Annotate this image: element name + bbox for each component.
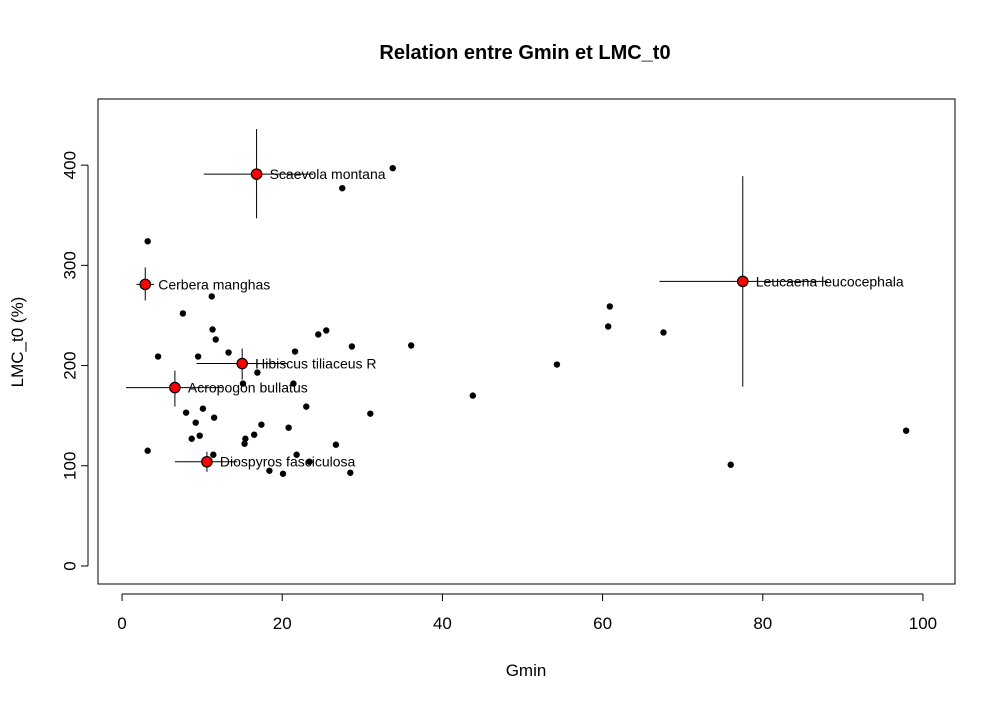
x-tick-label: 60 bbox=[593, 614, 612, 633]
data-point bbox=[266, 467, 273, 474]
data-point bbox=[258, 421, 265, 428]
chart-title: Relation entre Gmin et LMC_t0 bbox=[379, 42, 670, 64]
x-tick-label: 20 bbox=[273, 614, 292, 633]
data-point bbox=[291, 348, 299, 355]
x-tick-label: 80 bbox=[753, 614, 772, 633]
data-point bbox=[194, 353, 202, 360]
data-point bbox=[179, 310, 187, 317]
y-tick-label: 0 bbox=[61, 561, 80, 570]
data-point bbox=[604, 323, 612, 330]
data-point bbox=[199, 405, 207, 412]
data-points bbox=[144, 164, 910, 477]
data-point bbox=[192, 419, 199, 426]
data-point bbox=[144, 238, 151, 245]
highlighted-point-group: Scaevola montana bbox=[203, 129, 386, 219]
data-point bbox=[225, 349, 232, 356]
data-point bbox=[306, 458, 313, 465]
highlighted-point bbox=[236, 357, 248, 370]
x-tick-label: 100 bbox=[909, 614, 937, 633]
data-point bbox=[209, 326, 216, 333]
data-point bbox=[727, 461, 734, 468]
data-point bbox=[315, 331, 322, 338]
data-point bbox=[208, 293, 215, 300]
highlighted-point bbox=[139, 278, 152, 291]
y-axis: 0 100 200 300 400 bbox=[61, 151, 89, 571]
data-point bbox=[469, 392, 477, 399]
data-point bbox=[339, 184, 346, 192]
y-tick-label: 400 bbox=[61, 151, 80, 179]
data-point bbox=[553, 361, 561, 368]
data-point bbox=[182, 409, 190, 416]
data-point bbox=[348, 343, 356, 350]
data-point bbox=[285, 424, 292, 431]
data-point bbox=[279, 470, 287, 477]
highlighted-point bbox=[736, 275, 749, 288]
highlighted-point bbox=[169, 381, 181, 394]
data-point bbox=[290, 380, 297, 387]
point-label: Hibiscus tiliaceus R bbox=[255, 356, 376, 372]
data-point bbox=[210, 451, 217, 458]
highlighted-point bbox=[250, 168, 263, 180]
data-point bbox=[389, 164, 396, 172]
x-axis: 0 20 40 60 80 100 bbox=[117, 593, 937, 633]
highlighted-point bbox=[201, 455, 213, 468]
data-point bbox=[210, 414, 218, 421]
data-point bbox=[407, 342, 415, 349]
highlighted-points: Scaevola montana Cerbera manghas Leucaena … bbox=[126, 129, 904, 472]
point-label: Leucaena leucocephala bbox=[756, 273, 904, 289]
point-label: Acropogon bullatus bbox=[188, 380, 308, 396]
highlighted-point-group: Hibiscus tiliaceus R bbox=[196, 348, 377, 380]
data-point bbox=[241, 440, 248, 447]
x-tick-label: 40 bbox=[433, 614, 452, 633]
data-point bbox=[254, 369, 261, 376]
data-point bbox=[323, 327, 330, 334]
data-point bbox=[242, 435, 249, 442]
data-point bbox=[347, 469, 354, 476]
highlighted-point-group: Acropogon bullatus bbox=[126, 370, 308, 407]
highlighted-point-group: Cerbera manghas bbox=[136, 267, 270, 301]
plot-frame bbox=[97, 98, 956, 585]
data-point bbox=[144, 447, 151, 454]
point-label: Diospyros fasciculosa bbox=[220, 454, 356, 470]
data-point bbox=[196, 432, 203, 439]
data-point bbox=[154, 353, 162, 360]
x-axis-title: Gmin bbox=[506, 661, 547, 680]
y-tick-label: 300 bbox=[61, 251, 80, 279]
data-point bbox=[188, 435, 195, 442]
data-point bbox=[239, 380, 247, 387]
highlighted-point-group: Diospyros fasciculosa bbox=[174, 451, 356, 472]
data-point bbox=[250, 431, 258, 438]
data-point bbox=[367, 410, 374, 417]
point-label: Cerbera manghas bbox=[158, 276, 270, 292]
data-point bbox=[606, 303, 613, 310]
y-tick-label: 100 bbox=[61, 452, 80, 480]
highlighted-point-group: Leucaena leucocephala bbox=[659, 176, 904, 387]
y-axis-title: LMC_t0 (%) bbox=[8, 297, 27, 388]
data-point bbox=[303, 403, 310, 410]
x-tick-label: 0 bbox=[117, 614, 126, 633]
data-point bbox=[902, 427, 910, 434]
data-point bbox=[293, 451, 300, 458]
data-point bbox=[332, 441, 340, 448]
data-point bbox=[212, 336, 219, 343]
data-point bbox=[660, 329, 667, 336]
point-label: Scaevola montana bbox=[270, 166, 386, 182]
y-tick-label: 200 bbox=[61, 351, 80, 379]
